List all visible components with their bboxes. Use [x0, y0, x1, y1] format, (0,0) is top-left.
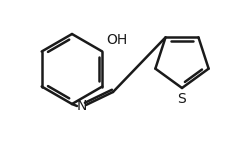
Text: N: N [77, 99, 87, 113]
Text: S: S [178, 92, 186, 106]
Text: OH: OH [106, 33, 128, 46]
